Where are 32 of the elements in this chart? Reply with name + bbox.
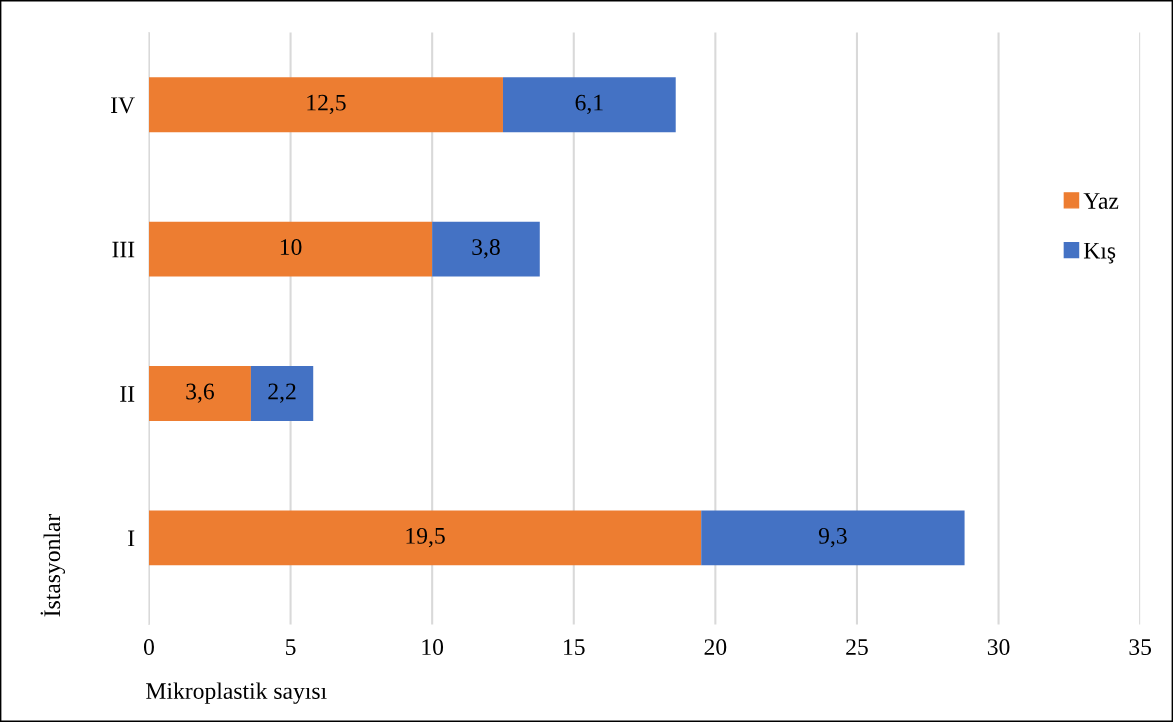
x-tick-label: 35 [1129,639,1152,656]
bar [701,510,965,566]
x-tick-label: 5 [286,639,296,656]
data-label: 3,8 [472,239,500,259]
x-tick-label: 10 [422,639,444,656]
x-tick-label: 25 [846,639,868,656]
legend-label: Kış [1083,242,1116,264]
data-label: 10 [280,239,302,255]
legend-label: Yaz [1083,193,1119,209]
bar [432,221,540,277]
data-label: 2,2 [268,383,296,403]
y-tick-label: II [120,386,135,402]
x-tick-label: 20 [704,639,727,656]
data-label: 12,5 [307,94,346,114]
bar [502,77,676,133]
y-tick-label: I [128,530,135,547]
y-tick-label: IV [111,97,135,114]
x-axis-title: Mikroplastik sayısı [146,682,327,704]
x-tick-label: 15 [564,639,585,656]
y-tick-label: III [112,241,135,258]
bar [148,510,702,566]
data-label: 3,6 [186,383,214,403]
bar [148,221,433,277]
x-tick-label: 0 [143,639,154,656]
data-label: 19,5 [406,527,445,548]
y-axis-title: İstasyonlar [40,513,66,617]
bar [250,366,314,421]
x-tick-label: 30 [987,639,1010,656]
data-label: 6,1 [575,94,603,114]
data-label: 9,3 [818,527,847,548]
bar [148,77,503,133]
bar [148,366,251,421]
